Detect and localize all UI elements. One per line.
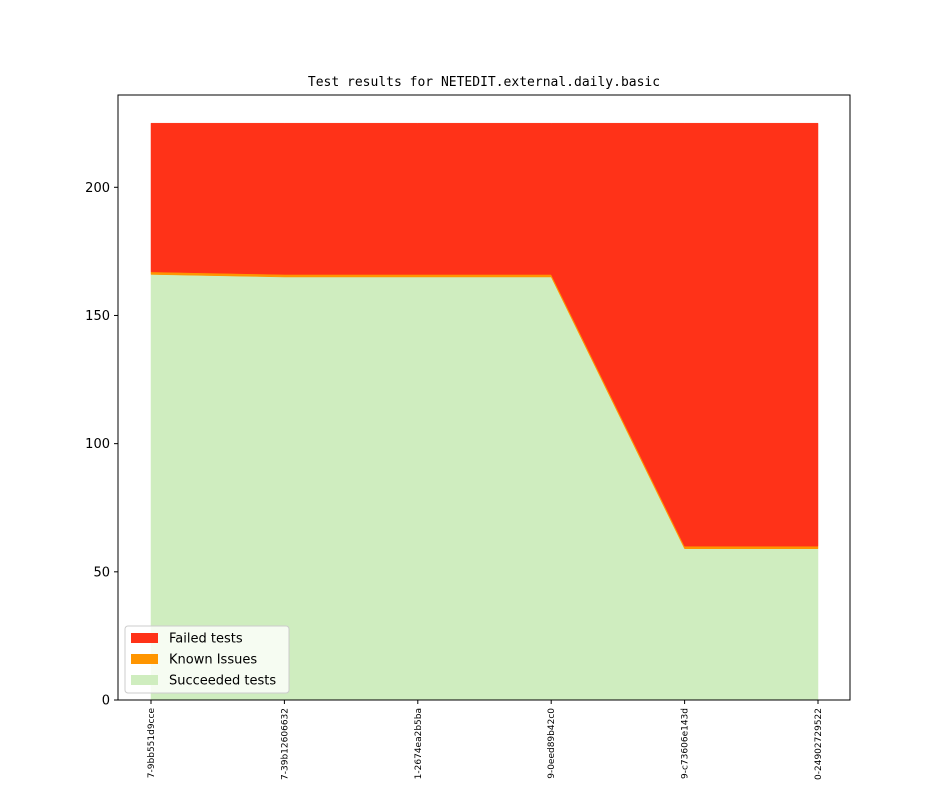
area-layers [150, 122, 819, 701]
y-tick-label: 0 [102, 694, 110, 709]
legend: Failed tests Known Issues Succeeded tests [124, 625, 290, 694]
plot-frame [117, 94, 851, 701]
area-failed-tests [150, 122, 819, 547]
x-tick-label: 7-9bb551d9cce [147, 708, 157, 779]
y-tick-label: 150 [85, 309, 110, 324]
x-axis: 7-9bb551d9cce 7-39b12606632 1-2674ea2b5ba 9… [147, 700, 824, 780]
legend-label: Known Issues [169, 653, 257, 668]
y-tick-label: 100 [85, 437, 110, 452]
x-tick-label: 7-39b12606632 [280, 708, 290, 780]
legend-swatch [131, 654, 158, 664]
x-tick-label: 9-0eed89b42c0 [547, 708, 557, 779]
legend-label: Succeeded tests [169, 674, 276, 689]
x-tick-label: 9-c73606e143d [681, 708, 691, 779]
x-tick-label: 1-2674ea2b5ba [414, 708, 424, 779]
x-tick-label: 0-24902729522 [814, 708, 824, 780]
legend-label: Failed tests [169, 632, 243, 647]
legend-box [124, 625, 290, 694]
y-axis: 0 50 100 150 200 [85, 181, 118, 709]
y-tick-label: 200 [85, 181, 110, 196]
legend-swatch [131, 675, 158, 685]
legend-swatch [131, 633, 158, 643]
y-tick-label: 50 [93, 565, 110, 580]
chart-title: Test results for NETEDIT.external.daily.… [308, 75, 660, 90]
